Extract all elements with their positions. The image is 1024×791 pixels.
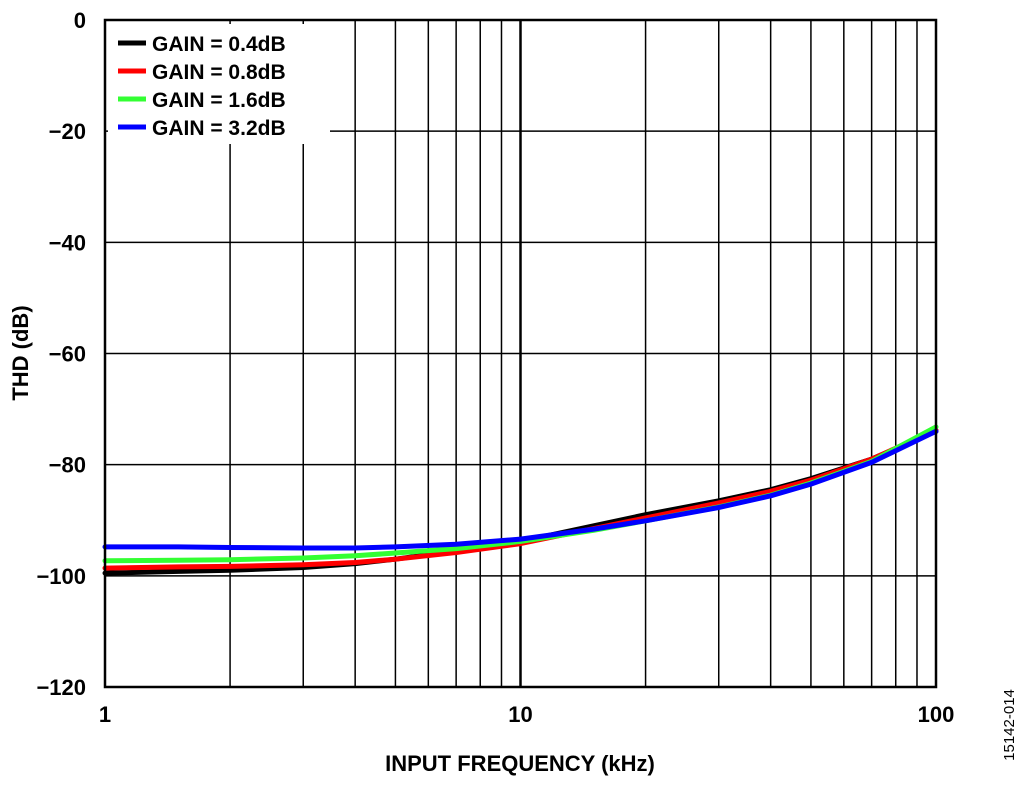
figure-id: 15142-014 — [1001, 689, 1018, 761]
y-tick-label: −120 — [36, 675, 86, 700]
x-tick-label: 100 — [918, 702, 955, 727]
y-tick-label: −20 — [49, 119, 86, 144]
grid-lines — [105, 20, 936, 687]
y-tick-label: −60 — [49, 342, 86, 367]
y-tick-label: −80 — [49, 453, 86, 478]
legend-label-2: GAIN = 0.8dB — [152, 61, 286, 84]
y-axis-title: THD (dB) — [8, 305, 33, 400]
plot-frame — [103, 18, 938, 689]
legend-label-4: GAIN = 3.2dB — [152, 117, 286, 140]
series-line-4 — [102, 428, 939, 551]
legend: GAIN = 0.4dB GAIN = 0.8dB GAIN = 1.6dB GAIN… — [108, 24, 330, 144]
x-tick-label: 10 — [508, 702, 532, 727]
x-axis-title: INPUT FREQUENCY (kHz) — [385, 751, 655, 776]
series-layer — [102, 424, 939, 576]
x-tick-label: 1 — [99, 702, 111, 727]
y-tick-labels: 0 −20 −40 −60 −80 −100 −120 — [36, 8, 86, 700]
y-tick-label: −40 — [49, 230, 86, 255]
x-tick-labels: 1 10 100 — [99, 702, 954, 727]
y-tick-label: 0 — [74, 8, 86, 33]
legend-label-1: GAIN = 0.4dB — [152, 33, 286, 56]
legend-label-3: GAIN = 1.6dB — [152, 89, 286, 112]
y-tick-label: −100 — [36, 564, 86, 589]
